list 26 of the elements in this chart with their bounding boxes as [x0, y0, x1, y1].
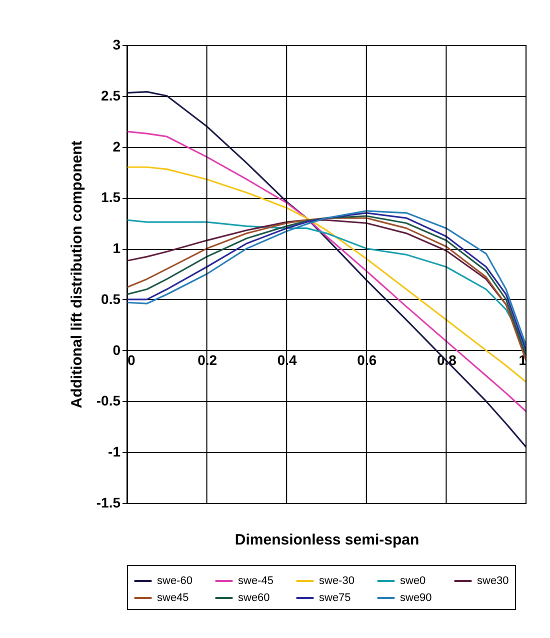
y-tick-label: 1.5 [101, 189, 121, 206]
line-series [126, 166, 527, 383]
y-tick-label: 3 [112, 36, 121, 52]
legend-label: swe45 [157, 592, 189, 604]
y-tick-label: -1.5 [96, 494, 121, 510]
x-tick-label: 1 [518, 352, 527, 368]
legend-label: swe-45 [238, 575, 274, 587]
x-axis-title: Dimensionless semi-span [234, 532, 420, 548]
y-axis-title: Additional lift distribution component [68, 140, 86, 408]
legend-label: swe75 [319, 592, 351, 604]
y-tick-label: 0 [112, 342, 121, 358]
legend-label: swe0 [400, 575, 426, 587]
legend-label: swe-30 [319, 575, 354, 587]
legend-label: swe90 [400, 592, 432, 604]
line-series [126, 130, 527, 412]
y-tick-label: 2.5 [101, 87, 121, 104]
legend-label: swe-60 [157, 575, 192, 587]
y-tick-label: -0.5 [96, 392, 121, 409]
y-tick-label: 0.5 [101, 290, 121, 307]
legend-label: swe60 [238, 592, 270, 604]
y-tick-label: 2 [112, 138, 121, 154]
legend-label: swe30 [477, 575, 509, 587]
y-tick-label: 1 [112, 240, 121, 256]
y-tick-label: -1 [108, 444, 121, 460]
x-tick-label: 0 [128, 352, 136, 368]
line-series [126, 91, 527, 448]
